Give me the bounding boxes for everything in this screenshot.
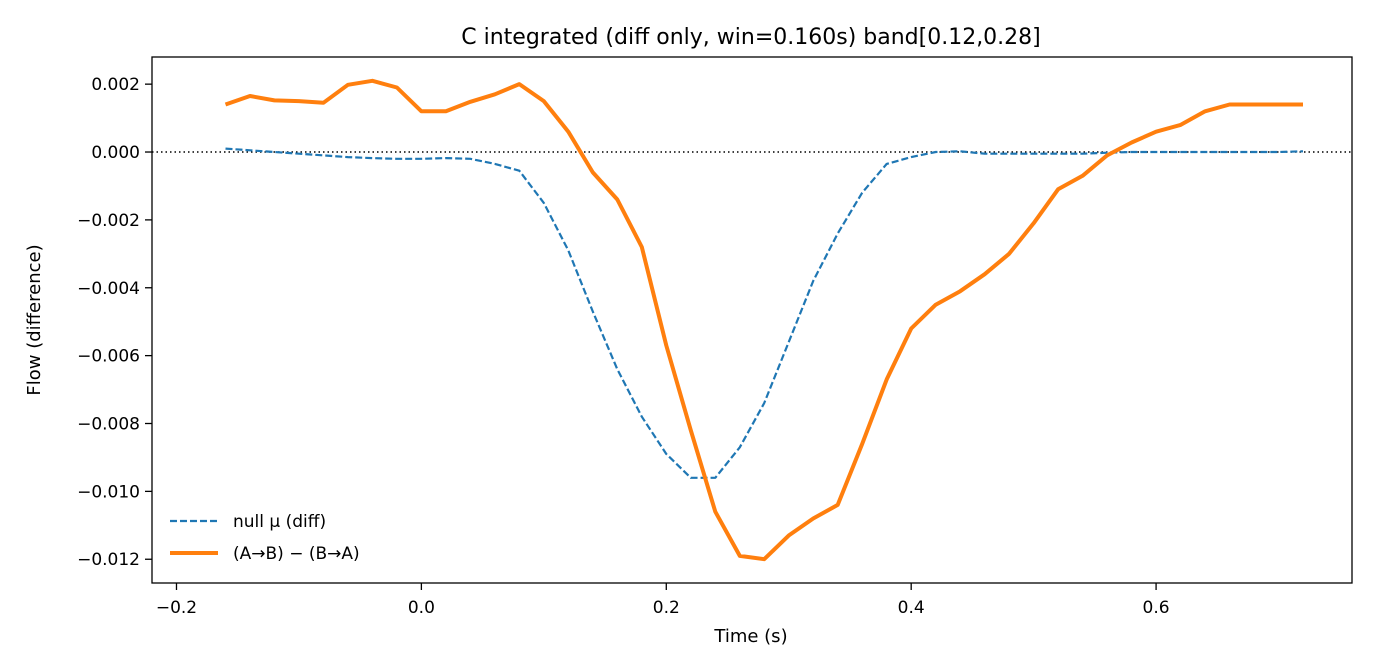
y-tick-label: −0.012: [77, 550, 140, 570]
y-tick-label: −0.002: [77, 211, 140, 231]
y-tick-label: −0.010: [77, 482, 140, 502]
series-line-1: [225, 147, 1304, 479]
x-tick-label: 0.6: [1143, 598, 1170, 618]
legend: null μ (diff) (A→B) − (B→A): [170, 512, 360, 564]
plot-area: [151, 56, 1353, 584]
x-axis-label: Time (s): [713, 626, 787, 647]
series-line-2: [224, 78, 1303, 562]
y-tick-label: 0.002: [91, 75, 140, 95]
chart-title: C integrated (diff only, win=0.160s) ban…: [461, 25, 1041, 50]
y-axis-label: Flow (difference): [24, 244, 45, 395]
y-tick-label: 0.000: [91, 143, 140, 163]
y-axis-ticks: 0.002 0.000 −0.002 −0.004 −0.006 −0.008 −0.010…: [77, 75, 152, 570]
x-tick-label: 0.4: [898, 598, 925, 618]
legend-label-1: null μ (diff): [233, 512, 326, 532]
legend-label-2: (A→B) − (B→A): [233, 544, 360, 564]
y-tick-label: −0.004: [77, 279, 140, 299]
x-tick-label: 0.2: [653, 598, 680, 618]
x-axis-ticks: −0.2 0.0 0.2 0.4 0.6: [156, 583, 1170, 618]
plot-frame: [151, 56, 1353, 584]
x-tick-label: 0.0: [408, 598, 435, 618]
y-tick-label: −0.006: [77, 347, 140, 367]
y-tick-label: −0.008: [77, 415, 140, 435]
x-tick-label: −0.2: [156, 598, 197, 618]
